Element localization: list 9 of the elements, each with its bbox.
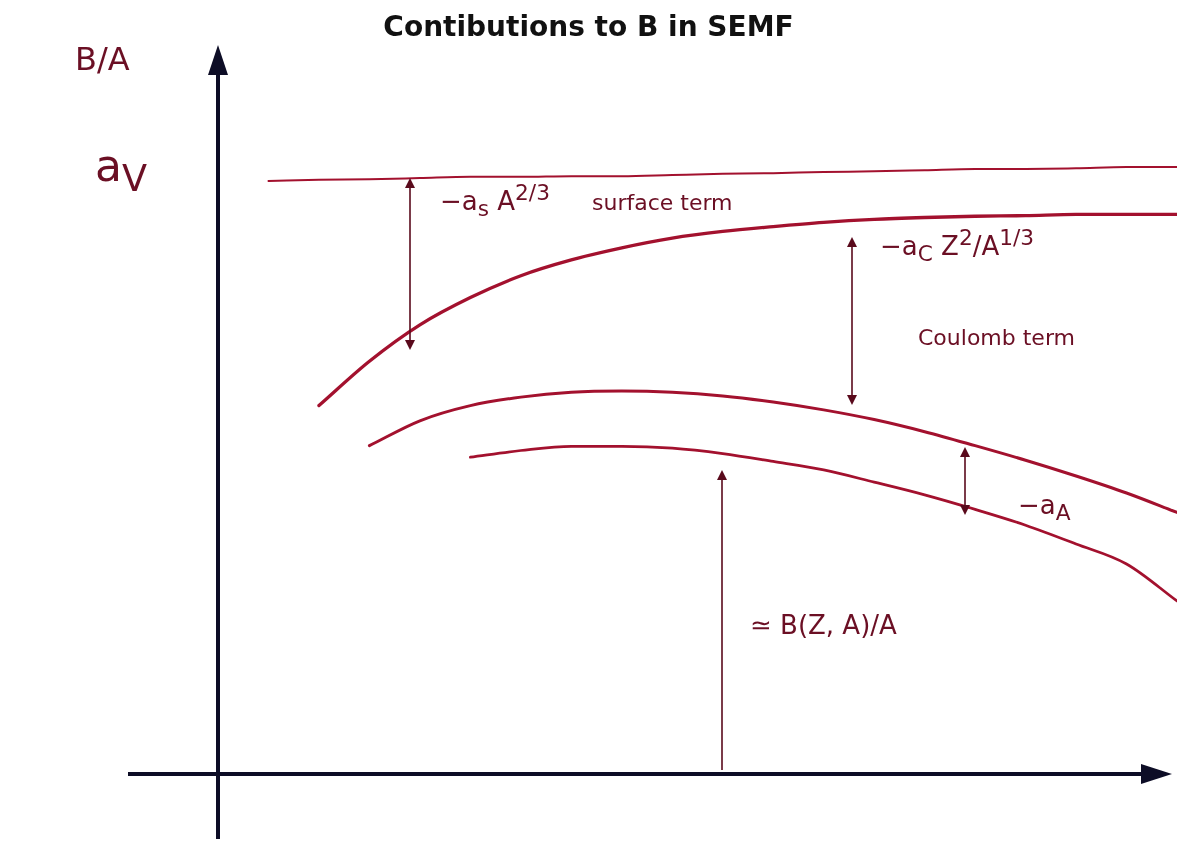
annotation: Coulomb term <box>918 325 1075 350</box>
annotation: −a$_{s}$ A$^{2/3}$ <box>440 180 550 221</box>
annotation: −a$_{A}$ <box>1018 490 1071 526</box>
annotation: surface term <box>592 190 733 215</box>
annotation: −a$_{C}$ Z$^{2}$/A$^{1/3}$ <box>880 225 1035 266</box>
text: a$_{V}$ <box>95 140 148 200</box>
annotation: ≃ B(Z, A)/A <box>750 610 897 640</box>
chart-title: Contibutions to B in SEMF <box>383 10 794 43</box>
y-axis-title: B/A <box>75 40 130 78</box>
